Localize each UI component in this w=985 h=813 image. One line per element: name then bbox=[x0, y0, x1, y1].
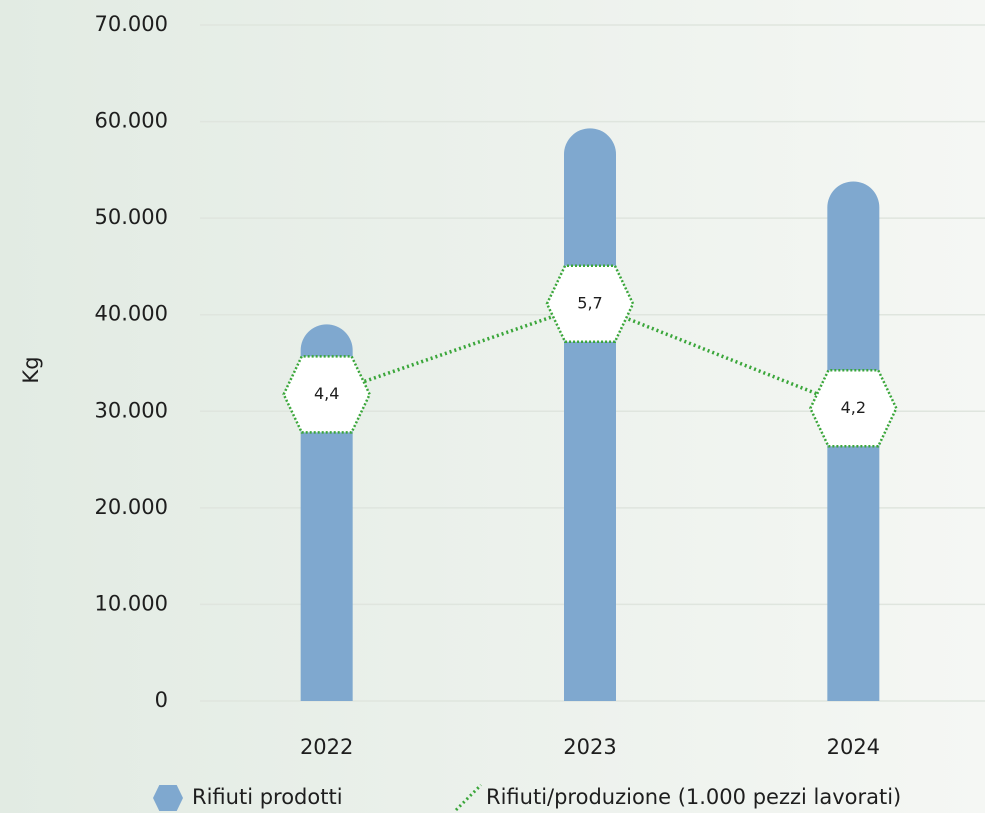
y-tick-label: 0 bbox=[155, 688, 168, 712]
data-label: 4,4 bbox=[314, 384, 339, 403]
y-tick-label: 20.000 bbox=[95, 495, 168, 519]
legend-swatch bbox=[454, 783, 483, 812]
y-tick-label: 50.000 bbox=[95, 205, 168, 229]
x-tick-label: 2023 bbox=[563, 735, 616, 759]
y-tick-label: 40.000 bbox=[95, 302, 168, 326]
y-tick-label: 70.000 bbox=[95, 12, 168, 36]
y-tick-label: 10.000 bbox=[95, 591, 168, 615]
legend-swatch bbox=[153, 785, 183, 811]
legend-label: Rifiuti prodotti bbox=[192, 785, 343, 809]
bar bbox=[564, 128, 616, 702]
data-label: 4,2 bbox=[841, 398, 866, 417]
point-marker bbox=[808, 369, 898, 448]
y-tick-label: 30.000 bbox=[95, 398, 168, 422]
x-tick-label: 2024 bbox=[827, 735, 880, 759]
y-axis-title: Kg bbox=[19, 356, 43, 383]
point-marker bbox=[545, 264, 635, 344]
data-label: 5,7 bbox=[577, 293, 602, 312]
x-tick-label: 2022 bbox=[300, 735, 353, 759]
point-marker bbox=[282, 355, 372, 434]
legend-label: Rifiuti/produzione (1.000 pezzi lavorati… bbox=[486, 785, 901, 809]
y-tick-label: 60.000 bbox=[95, 109, 168, 133]
